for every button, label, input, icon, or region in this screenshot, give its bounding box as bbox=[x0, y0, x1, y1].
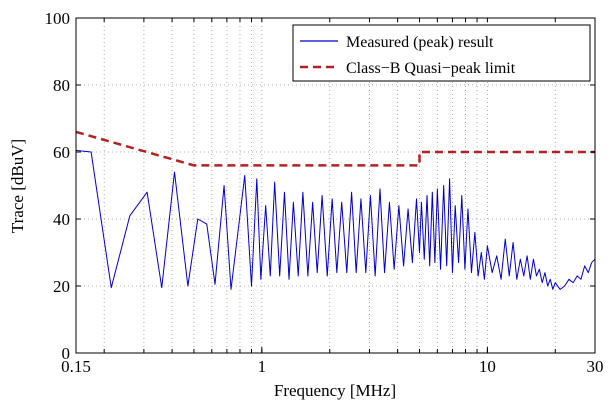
legend-label-limit: Class−B Quasi−peak limit bbox=[346, 60, 516, 77]
x-axis-label: Frequency [MHz] bbox=[274, 381, 396, 400]
x-tick-label: 1 bbox=[258, 357, 267, 376]
legend: Measured (peak) result Class−B Quasi−pea… bbox=[292, 24, 591, 82]
plot-frame bbox=[75, 17, 596, 354]
grid-lines bbox=[76, 18, 595, 353]
legend-box bbox=[292, 24, 591, 82]
series-line-measured bbox=[75, 149, 596, 290]
x-tick-label: 0.15 bbox=[61, 357, 91, 376]
series-line-limit bbox=[75, 130, 595, 167]
y-tick-label: 0 bbox=[62, 344, 71, 363]
legend-label-measured: Measured (peak) result bbox=[346, 34, 494, 51]
y-tick-label: 20 bbox=[53, 277, 70, 296]
series-lines bbox=[75, 130, 596, 290]
x-tick-label: 10 bbox=[479, 357, 496, 376]
y-axis-label: Trace [dBuV] bbox=[8, 139, 27, 233]
y-tick-label: 60 bbox=[53, 143, 70, 162]
y-tick-label: 40 bbox=[53, 210, 70, 229]
y-tick-label: 100 bbox=[45, 9, 71, 28]
x-tick-label: 30 bbox=[587, 357, 604, 376]
y-tick-label: 80 bbox=[53, 76, 70, 95]
axis-ticks: 0 20 40 60 80 100 0.15 1 10 30 bbox=[45, 9, 604, 376]
